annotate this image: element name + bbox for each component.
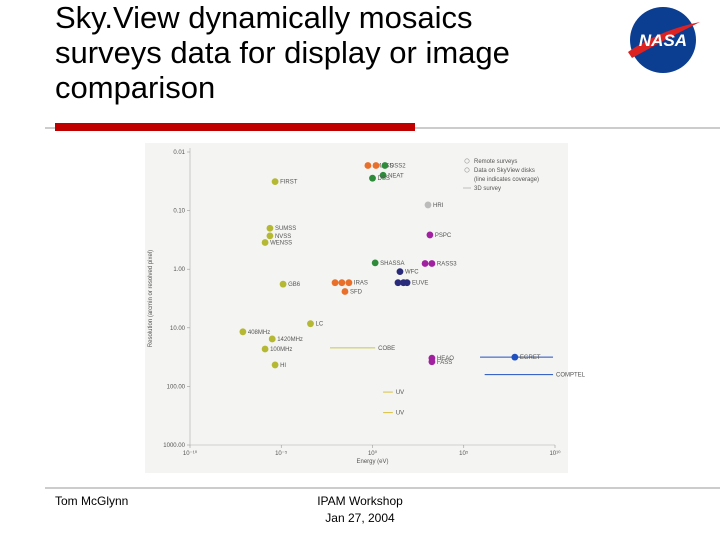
- footer-date: Jan 27, 2004: [325, 511, 395, 525]
- y-tick-label: 100.00: [167, 384, 186, 390]
- point: [394, 279, 402, 287]
- point: [266, 232, 274, 240]
- point: [428, 260, 436, 267]
- point-label: EGRET: [520, 355, 541, 361]
- point: [345, 279, 353, 287]
- title-line: comparison: [55, 70, 215, 105]
- legend-label: 3D survey: [474, 186, 501, 192]
- x-tick-label: 10¹⁰: [549, 450, 561, 457]
- point-label: EUVE: [412, 281, 428, 287]
- point-label: 1420MHz: [277, 337, 303, 343]
- point-label: HI: [280, 363, 286, 369]
- point: [307, 320, 314, 328]
- point-label: GB6: [288, 282, 301, 288]
- title-line: surveys data for display or image: [55, 35, 510, 70]
- x-tick-label: 10⁻⁵: [275, 450, 288, 457]
- point-label: UV: [396, 411, 404, 417]
- legend-label: Remote surveys: [474, 159, 517, 165]
- legend-label: Data on SkyView disks: [474, 168, 535, 174]
- point: [511, 353, 519, 361]
- point-label: NVSS: [275, 234, 291, 240]
- chart-background: [145, 143, 568, 473]
- point: [428, 358, 436, 366]
- accent-bar: [55, 123, 415, 131]
- point: [379, 171, 387, 179]
- point: [364, 162, 372, 169]
- point: [271, 178, 279, 186]
- legend-marker: [464, 158, 470, 164]
- point: [338, 279, 346, 287]
- point-label: PSPC: [435, 233, 452, 239]
- point-label: RASS3: [437, 262, 457, 268]
- point-label: SFD: [350, 289, 363, 295]
- logo: NASA: [628, 7, 700, 73]
- point: [396, 268, 404, 276]
- point-label: NEAT: [388, 173, 404, 179]
- point: [424, 201, 432, 209]
- point: [421, 260, 429, 267]
- point-label: WFC: [405, 270, 419, 276]
- point: [369, 174, 376, 182]
- point-label: 100MHz: [270, 347, 292, 353]
- x-tick-label: 10⁰: [368, 450, 378, 457]
- logo-text: NASA: [639, 31, 687, 50]
- point: [403, 279, 411, 287]
- x-axis-label: Energy (eV): [356, 459, 388, 465]
- point: [372, 162, 380, 169]
- point: [261, 345, 269, 353]
- x-tick-label: 10⁵: [459, 450, 469, 457]
- y-tick-label: 10.00: [170, 326, 186, 332]
- point: [331, 279, 339, 287]
- point-label: SUMSS: [275, 226, 296, 232]
- point-label: HEAO: [437, 356, 454, 362]
- y-tick-label: 0.10: [173, 209, 185, 215]
- point-label: COMPTEL: [556, 373, 586, 379]
- point-label: FIRST: [280, 180, 298, 186]
- x-tick-label: 10⁻¹⁰: [183, 450, 198, 457]
- point: [266, 224, 274, 232]
- point-label: WENSS: [270, 240, 292, 246]
- point: [426, 231, 434, 239]
- point-label: DSS2: [390, 164, 406, 170]
- point-label: FASS: [437, 360, 452, 366]
- footer-author: Tom McGlynn: [55, 494, 128, 508]
- footer-event: IPAM Workshop: [317, 494, 403, 508]
- y-tick-label: 1.00: [173, 267, 185, 273]
- point-label: LC: [315, 322, 323, 328]
- point: [268, 335, 276, 343]
- legend-label: (line indicates coverage): [474, 177, 539, 183]
- y-tick-label: 0.01: [173, 150, 185, 156]
- point-label: 408MHz: [248, 330, 270, 336]
- point: [279, 280, 287, 288]
- point: [239, 328, 247, 336]
- point-label: COBE: [378, 346, 395, 352]
- title-line: Sky.View dynamically mosaics: [55, 0, 473, 35]
- logo-swoosh: [628, 22, 700, 58]
- point: [371, 259, 379, 267]
- point: [381, 162, 389, 169]
- point-label: HRI: [433, 203, 444, 209]
- y-axis-label: Resolution (arcmin or resolved pixel): [148, 250, 154, 347]
- point: [261, 239, 269, 246]
- point-label: IRAS: [354, 281, 368, 287]
- y-tick-label: 1000.00: [163, 443, 185, 449]
- point-label: UV: [396, 390, 404, 396]
- point: [341, 288, 349, 295]
- legend-marker: [464, 167, 470, 173]
- point-label: DSS: [378, 176, 390, 182]
- point: [271, 361, 279, 369]
- point-label: SHASSA: [380, 261, 404, 267]
